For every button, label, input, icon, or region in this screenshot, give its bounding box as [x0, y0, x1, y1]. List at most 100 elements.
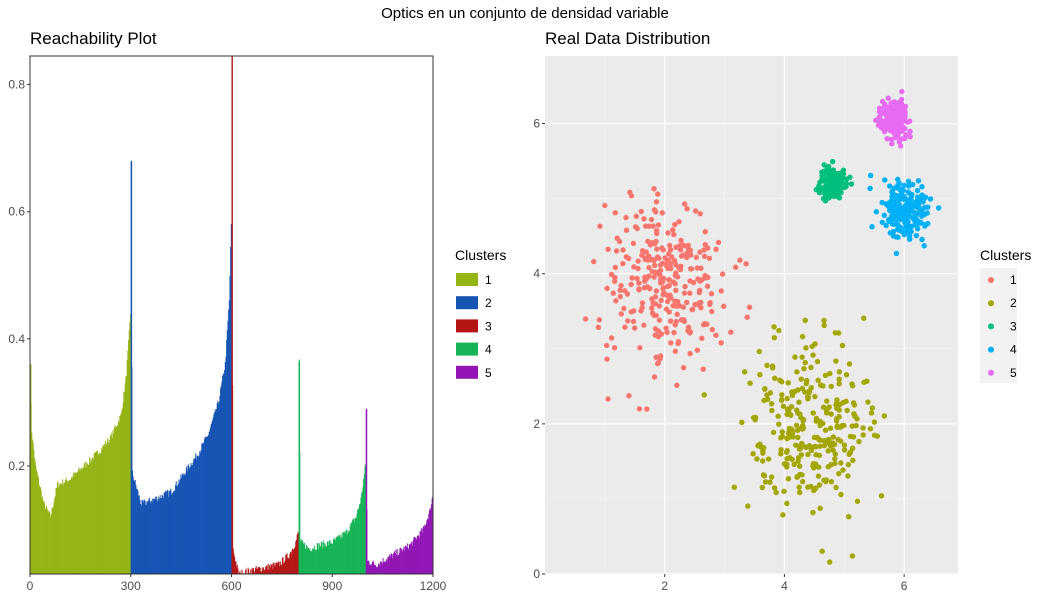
reachability-bar [144, 499, 146, 574]
scatter-point-cluster-2 [799, 354, 805, 360]
scatter-point-cluster-1 [746, 304, 753, 310]
scatter-point-cluster-2 [741, 369, 748, 375]
reachability-bar [297, 532, 299, 574]
scatter-point-cluster-1 [672, 348, 678, 354]
reachability-bar [71, 476, 73, 574]
reachability-bar [265, 566, 267, 574]
scatter-point-cluster-2 [770, 429, 777, 436]
reachability-bar [50, 514, 52, 574]
scatter-point-cluster-2 [854, 498, 861, 504]
reachability-bar [421, 532, 423, 574]
reachability-bar [306, 544, 308, 574]
scatter-point-cluster-2 [769, 365, 776, 371]
x-tick-label: 1200 [420, 579, 447, 593]
scatter-point-cluster-1 [614, 235, 620, 241]
scatter-point-cluster-1 [605, 396, 611, 402]
scatter-point-cluster-1 [673, 303, 680, 309]
reachability-bar [416, 535, 418, 574]
reachability-bar [128, 330, 130, 574]
scatter-point-cluster-1 [692, 208, 699, 214]
reachability-bar [400, 548, 402, 574]
reachability-bar [408, 549, 410, 574]
reachability-bar [67, 480, 69, 574]
scatter-point-cluster-2 [836, 381, 842, 387]
reachability-bar [40, 490, 42, 574]
scatter-point-cluster-4 [882, 177, 888, 183]
reachability-bar [323, 546, 325, 574]
reachability-bar [200, 450, 202, 574]
reachability-bar [48, 512, 50, 574]
scatter-point-cluster-1 [701, 253, 708, 260]
scatter-point-cluster-1 [686, 328, 693, 334]
reachability-bar [96, 450, 98, 574]
reachability-bar [41, 498, 43, 574]
reachability-bar [148, 497, 150, 574]
reachability-bar [39, 486, 41, 574]
scatter-point-cluster-4 [922, 194, 929, 200]
scatter-point-cluster-5 [875, 122, 882, 128]
scatter-point-cluster-2 [772, 375, 778, 381]
reachability-bar [291, 551, 293, 574]
scatter-point-cluster-2 [794, 473, 801, 480]
reachability-bar [111, 432, 113, 574]
scatter-point-cluster-1 [651, 186, 657, 192]
real-data-distribution-title: Real Data Distribution [545, 29, 710, 48]
scatter-point-cluster-2 [815, 473, 822, 479]
scatter-point-cluster-2 [821, 322, 827, 329]
reachability-bar [257, 566, 259, 574]
reachability-bar [128, 339, 130, 574]
reachability-bar [386, 560, 388, 574]
scatter-point-cluster-1 [673, 270, 679, 276]
scatter-point-cluster-3 [826, 163, 832, 170]
scatter-point-cluster-5 [884, 136, 890, 142]
reachability-bar [338, 534, 340, 574]
scatter-point-cluster-2 [844, 407, 850, 414]
reachability-bar [117, 420, 119, 574]
scatter-point-cluster-2 [824, 398, 830, 404]
reachability-bar [201, 443, 203, 574]
scatter-point-cluster-1 [649, 305, 655, 311]
scatter-point-cluster-2 [788, 412, 794, 418]
reachability-bar [353, 518, 355, 574]
reachability-bar [392, 553, 394, 574]
x-tick-label: 4 [781, 579, 788, 593]
scatter-point-cluster-2 [789, 392, 796, 399]
scatter-point-cluster-2 [822, 478, 829, 485]
scatter-point-cluster-2 [813, 418, 819, 424]
reachability-bar [332, 544, 334, 574]
scatter-point-cluster-4 [902, 211, 908, 217]
scatter-point-cluster-5 [902, 118, 908, 124]
reachability-bar [273, 562, 275, 574]
scatter-point-cluster-1 [667, 292, 673, 299]
reachability-bar [269, 565, 271, 574]
reachability-bar [375, 565, 377, 574]
scatter-point-cluster-1 [631, 325, 638, 331]
reachability-bar [221, 381, 223, 574]
scatter-point-cluster-1 [656, 317, 663, 323]
reachability-bar [273, 565, 275, 574]
scatter-point-cluster-2 [801, 365, 807, 372]
scatter-point-cluster-2 [838, 491, 844, 498]
reachability-bar [127, 350, 129, 574]
reachability-bar [195, 453, 197, 574]
reachability-bar [177, 485, 179, 574]
reachability-bar [301, 541, 303, 574]
reachability-bar [280, 565, 282, 574]
reachability-bar [346, 529, 348, 574]
scatter-point-cluster-2 [814, 434, 820, 441]
scatter-point-cluster-5 [899, 88, 905, 95]
reachability-bar [308, 547, 310, 574]
scatter-point-cluster-2 [828, 441, 834, 448]
legend-title: Clusters [455, 247, 506, 263]
reachability-bar [318, 549, 320, 574]
scatter-point-cluster-1 [689, 306, 695, 313]
scatter-point-cluster-1 [620, 260, 626, 267]
reachability-bar [331, 543, 333, 574]
reachability-bar [206, 436, 208, 574]
reachability-bar [416, 539, 418, 574]
legend-label: 3 [485, 319, 492, 333]
scatter-point-cluster-1 [657, 272, 663, 278]
scatter-point-cluster-1 [697, 278, 703, 284]
reachability-bar [398, 552, 400, 574]
scatter-point-cluster-2 [792, 354, 798, 360]
